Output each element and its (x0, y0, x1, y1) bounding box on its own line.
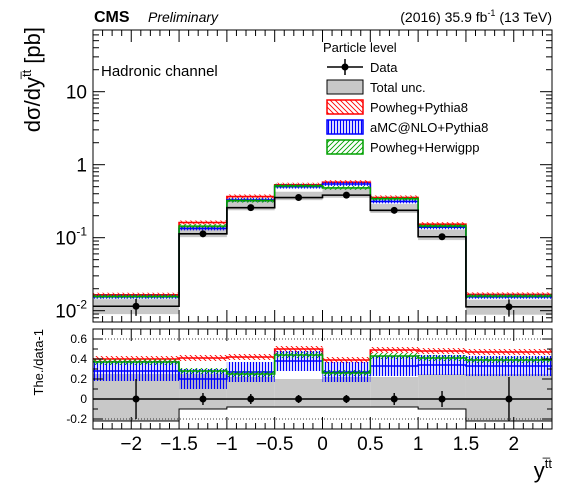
channel-label: Hadronic channel (101, 63, 218, 80)
legend-entry-amcatnlo-pythia8: aMC@NLO+Pythia8 (326, 119, 488, 135)
legend: Particle level Data Total unc. Powheg+Py… (323, 40, 488, 155)
legend-label-powheg-herwigpp: Powheg+Herwigpp (370, 140, 479, 155)
upper-y-tick-label: 1 (76, 156, 87, 177)
luminosity-prefix: (2016) 35.9 fb (400, 9, 487, 25)
data-point-7 (505, 303, 513, 311)
upper-y-tick-label-base: 10 (55, 302, 76, 323)
lower-y-tick-label: 0.4 (70, 352, 87, 366)
luminosity-suffix: (13 TeV) (495, 9, 552, 25)
upper-y-tick-label-exponent: -2 (76, 298, 87, 312)
ratio-data-point-2 (247, 395, 255, 403)
legend-entry-powheg-pythia8: Powheg+Pythia8 (326, 99, 468, 115)
x-tick-label: 1 (413, 434, 424, 455)
x-tick-label: −2 (120, 434, 142, 455)
upper-y-axis-label: dσ/dyt̅t [pb] (19, 27, 45, 132)
legend-entry-total-unc: Total unc. (326, 79, 426, 95)
ratio-data-point-4 (342, 395, 350, 403)
data-point-5 (390, 206, 398, 214)
legend-swatch-total-unc (326, 79, 364, 95)
ratio-data-point-0 (132, 395, 140, 403)
lower-y-tick-label: 0.2 (70, 372, 87, 386)
legend-label-amcatnlo-pythia8: aMC@NLO+Pythia8 (370, 120, 488, 135)
reference-lines-lower (93, 338, 552, 420)
data-point-3 (295, 194, 303, 202)
upper-y-axis-label-main: dσ/dy (20, 77, 45, 132)
legend-swatch-powheg-pythia8 (326, 99, 364, 115)
prediction-ratios-lower (93, 346, 552, 389)
legend-label-powheg-pythia8: Powheg+Pythia8 (370, 100, 468, 115)
ratio-data-point-1 (199, 395, 207, 403)
x-tick-label: 1.5 (453, 434, 479, 455)
legend-swatch-powheg-herwigpp (326, 139, 364, 155)
powheg-herwigpp-histogram-line (93, 184, 552, 298)
x-tick-label: −0.5 (256, 434, 294, 455)
ratio-data-point-7 (505, 395, 513, 403)
experiment-label: CMS (94, 9, 130, 26)
x-axis-label-sup: t̅t (542, 456, 552, 471)
ratio-data-point-5 (390, 395, 398, 403)
ratio-data-point-6 (438, 395, 446, 403)
ratio-total-unc-lower-edge (93, 406, 552, 422)
x-axis-label: yt̅t (534, 456, 553, 483)
data-point-6 (438, 233, 446, 241)
ratio-data-point-3 (295, 395, 303, 403)
upper-y-tick-label: 10-1 (55, 225, 87, 250)
legend-label-total-unc: Total unc. (370, 80, 426, 95)
data-point-1 (199, 230, 207, 238)
data-points-lower (132, 377, 513, 421)
lower-panel: -0.2 0 0.2 0.4 0.6 −2 −1.5 −1 −0.5 0 0.5 1 1.5 2 The… (31, 328, 553, 483)
upper-y-tick-label-base: 10 (55, 229, 76, 250)
legend-label-data: Data (370, 60, 398, 75)
lower-x-ticks: −2 −1.5 −1 −0.5 0 0.5 1 1.5 2 (92, 329, 553, 455)
legend-marker-data (341, 63, 349, 71)
x-tick-label: 0 (317, 434, 328, 455)
upper-y-tick-label-base: 1 (76, 156, 87, 177)
lower-y-ticks: -0.2 0 0.2 0.4 0.6 (66, 328, 552, 430)
luminosity-label: (2016) 35.9 fb-1 (13 TeV) (400, 8, 552, 25)
upper-y-tick-label-base: 10 (66, 83, 87, 104)
x-tick-label: −1.5 (160, 434, 198, 455)
upper-x-ticks (92, 30, 553, 322)
lower-y-tick-label: 0.6 (70, 332, 87, 346)
x-axis-label-main: y (534, 458, 545, 483)
amcatnlo-pythia8-histogram-line (93, 183, 552, 298)
legend-title: Particle level (323, 40, 397, 55)
x-tick-label: 2 (508, 434, 519, 455)
x-tick-label: 0.5 (357, 434, 383, 455)
lower-y-tick-label: -0.2 (66, 412, 87, 426)
legend-entry-powheg-herwigpp: Powheg+Herwigpp (326, 139, 479, 155)
data-point-0 (132, 302, 140, 310)
legend-entry-data: Data (327, 59, 398, 75)
lower-y-tick-label: 0 (80, 392, 87, 406)
luminosity-exponent: -1 (487, 8, 495, 18)
data-point-2 (247, 204, 255, 212)
upper-y-tick-label: 10-2 (55, 298, 87, 323)
status-label: Preliminary (148, 9, 219, 25)
upper-y-axis-label-sup: t̅t (19, 69, 34, 79)
data-histogram-line (93, 194, 552, 308)
data-points-upper (132, 191, 513, 317)
powheg-herwigpp-ratio-line (93, 354, 552, 375)
legend-swatch-amcatnlo-pythia8 (326, 119, 364, 135)
upper-y-axis-label-unit: [pb] (20, 27, 45, 70)
x-tick-label: −1 (216, 434, 238, 455)
lower-y-axis-label: The./data-1 (31, 329, 46, 396)
upper-y-tick-label-exponent: -1 (76, 225, 87, 239)
upper-y-tick-label: 10 (66, 83, 87, 104)
data-point-4 (342, 191, 350, 199)
